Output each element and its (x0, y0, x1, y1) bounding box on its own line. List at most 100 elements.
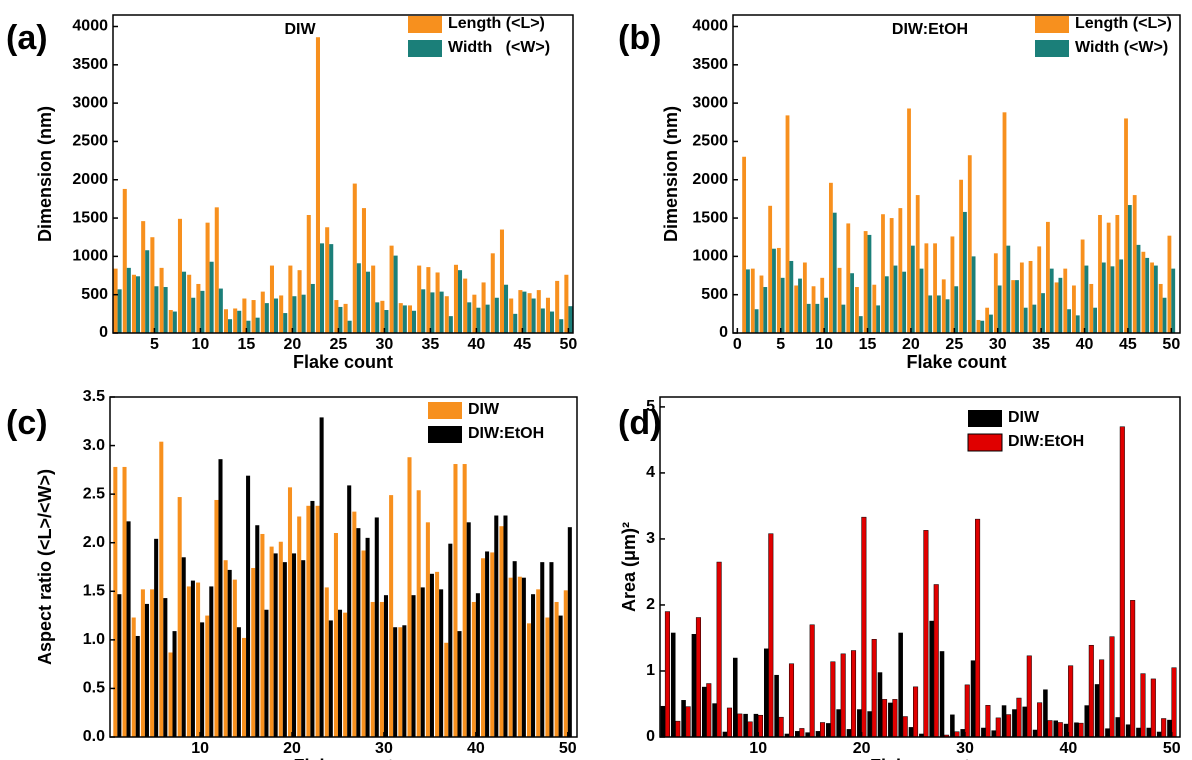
x-axis-label: Flake count (870, 756, 970, 760)
bar (753, 713, 759, 737)
bar (122, 188, 127, 333)
bar (347, 485, 352, 737)
bar (356, 528, 361, 737)
bar (1028, 260, 1033, 333)
bar (383, 595, 388, 737)
x-tick-label: 10 (191, 740, 209, 757)
y-tick-label: 4000 (692, 18, 728, 35)
bar (439, 589, 444, 737)
bar (380, 300, 385, 333)
bar (338, 306, 343, 333)
bar (113, 466, 118, 737)
bar (144, 603, 149, 737)
bar (389, 495, 394, 737)
bar (407, 457, 412, 737)
y-tick-label: 500 (701, 286, 728, 303)
bar (846, 223, 851, 333)
bar (945, 299, 950, 333)
bar (407, 305, 412, 333)
bar (417, 265, 422, 333)
x-tick-label: 0 (733, 336, 742, 353)
bar (691, 634, 697, 737)
bar (1101, 262, 1106, 333)
bar (722, 731, 728, 737)
bar (701, 686, 707, 737)
bar (517, 576, 522, 737)
bar (1089, 283, 1094, 333)
bar (356, 263, 361, 333)
bar (494, 297, 499, 333)
bar (747, 721, 753, 738)
bar (950, 236, 955, 333)
bar (421, 289, 426, 333)
bar (881, 214, 885, 333)
plot-frame (732, 14, 1181, 334)
bar (374, 517, 379, 737)
bar (232, 579, 237, 737)
bar (1072, 285, 1076, 333)
bar (242, 637, 247, 737)
bar (1167, 235, 1172, 333)
bar (832, 212, 837, 333)
bar (1106, 222, 1111, 333)
bar (970, 660, 976, 737)
bar (954, 286, 959, 333)
bar (163, 287, 168, 333)
bar (324, 587, 329, 737)
bar (923, 530, 929, 738)
x-tick-label: 40 (1059, 740, 1077, 757)
bar (297, 516, 302, 737)
bar (536, 290, 541, 333)
bar (242, 298, 247, 333)
bar (964, 684, 970, 738)
bar (1098, 214, 1102, 333)
bar (1125, 724, 1131, 737)
bar (929, 620, 934, 737)
bar (435, 571, 440, 737)
bar (815, 731, 821, 737)
bar (334, 300, 339, 333)
bar (1119, 259, 1124, 333)
y-axis-label: Area (μm)² (619, 522, 639, 612)
bar (1162, 297, 1167, 333)
x-tick-label: 20 (284, 336, 302, 353)
bar (1063, 723, 1069, 737)
bar (876, 305, 881, 333)
bar (675, 720, 681, 738)
bar (568, 306, 573, 333)
bar (1171, 268, 1176, 333)
bar (187, 274, 192, 333)
legend-label: Width (<W>) (448, 39, 550, 56)
bar (526, 623, 532, 737)
bar (420, 587, 425, 737)
bar (1084, 705, 1090, 737)
bar (1037, 246, 1042, 333)
y-tick-label: 3.0 (83, 437, 105, 454)
bar (297, 270, 302, 333)
bar (150, 237, 155, 333)
y-tick-label: 4 (646, 464, 655, 481)
bar (857, 709, 862, 737)
bar (851, 650, 857, 738)
bar (366, 271, 371, 333)
bar (448, 543, 453, 737)
bar (172, 311, 177, 333)
bar (1110, 266, 1115, 333)
bar (754, 309, 759, 333)
panel-label: (c) (6, 404, 48, 442)
bar (712, 703, 717, 737)
bar (933, 584, 939, 738)
bar (145, 250, 150, 333)
y-tick-label: 3000 (692, 94, 728, 111)
bar (1150, 262, 1154, 333)
bar (1006, 714, 1012, 738)
bar (513, 313, 518, 333)
bar (1006, 245, 1011, 333)
bar (398, 303, 403, 333)
bar (264, 609, 269, 737)
bar (159, 267, 164, 333)
bar (315, 37, 320, 334)
bar (1011, 280, 1016, 333)
legend-label: DIW:EtOH (1008, 433, 1084, 450)
bar (200, 622, 205, 737)
